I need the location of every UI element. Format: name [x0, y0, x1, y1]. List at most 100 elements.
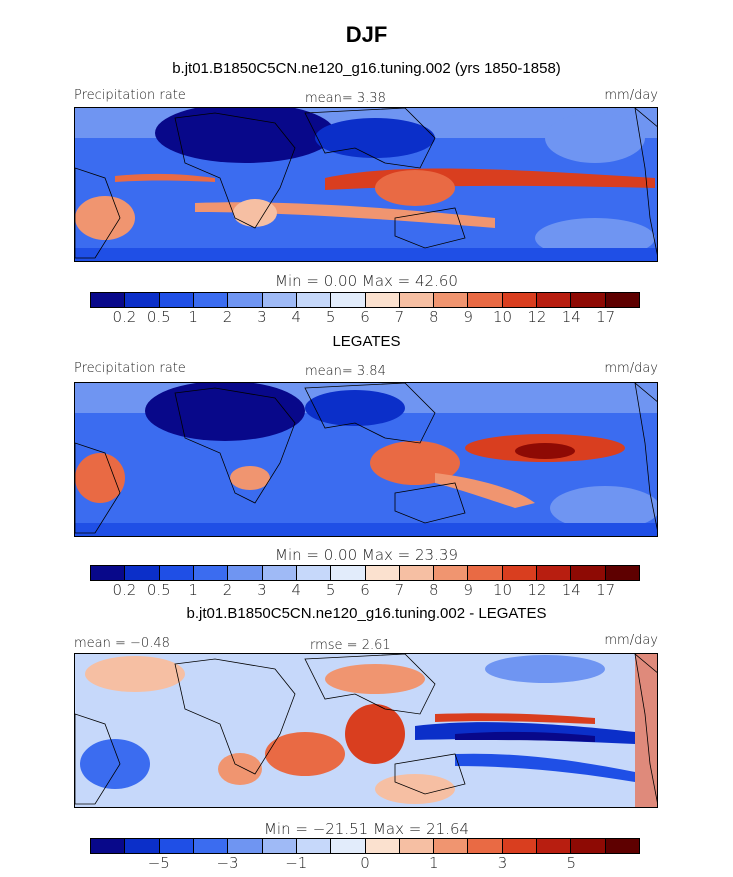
panel2-colorbar-tick-label: 0.5	[146, 581, 171, 599]
panel1-south-band	[75, 248, 657, 261]
panel1-colorbar-tick-label: 0.2	[112, 308, 137, 326]
panel1-colorbar-swatch	[365, 293, 400, 307]
panel1-colorbar-swatch	[399, 293, 435, 307]
panel2-spcz	[435, 473, 535, 508]
panel3-minmax: Min = −21.51 Max = 21.64	[263, 820, 470, 838]
panel1-colorbar-swatch	[193, 293, 229, 307]
panel3-anom-africa-s	[218, 753, 262, 785]
panel2-variable: Precipitation rate	[74, 361, 186, 376]
panel3-anom-maritime	[345, 704, 405, 764]
panel1-colorbar-tick-label: 6	[360, 308, 370, 326]
panel1-colorbar-swatch	[468, 293, 503, 307]
panel2-colorbar-swatch	[296, 566, 332, 580]
panel3-anom-east-edge	[635, 654, 657, 807]
panel1-asia-dry	[315, 118, 435, 158]
panel2-colorbar-swatch	[262, 566, 297, 580]
panel1-colorbar-tick-label: 7	[394, 308, 405, 326]
panel2-colorbar-tick-label: 10	[492, 581, 513, 599]
panel1-colorbar-swatch	[537, 293, 572, 307]
panel3-colorbar-swatch	[296, 839, 332, 853]
panel3-colorbar-labels: −5 −3 −1 0 1 3 5	[0, 854, 733, 874]
panel3-mean: mean = −0.48	[74, 636, 170, 651]
panel2-colorbar-swatch	[193, 566, 229, 580]
panel1-title: b.jt01.B1850C5CN.ne120_g16.tuning.002 (y…	[172, 60, 561, 77]
panel3-anom-asia	[325, 664, 425, 694]
panel3-map-svg	[75, 654, 657, 807]
panel2-colorbar-swatch	[502, 566, 538, 580]
panel1-maritime	[375, 170, 455, 206]
panel1-coast-africa	[174, 112, 296, 229]
panel3-colorbar-swatch	[537, 839, 572, 853]
panel1-map	[74, 107, 658, 262]
panel3-title: b.jt01.B1850C5CN.ne120_g16.tuning.002 - …	[186, 605, 547, 622]
panel1-colorbar-tick-label: 14	[561, 308, 581, 326]
panel1-npacific	[545, 113, 645, 163]
panel3-colorbar-tick-label: 3	[497, 854, 508, 872]
panel1-mean: mean= 3.38	[305, 91, 386, 106]
panel2-mean: mean= 3.84	[305, 364, 386, 379]
panel2-map-svg	[75, 383, 657, 536]
panel2-colorbar-tick-label: 9	[463, 581, 473, 599]
figure-title: DJF	[345, 22, 388, 47]
panel1-colorbar-swatch	[262, 293, 297, 307]
panel2-south-band	[75, 523, 657, 536]
panel3-colorbar-tick-label: −1	[285, 854, 308, 872]
panel1-colorbar-tick-label: 2	[222, 308, 233, 326]
panel2-itcz-core	[515, 443, 575, 459]
panel3-colorbar-swatch	[193, 839, 229, 853]
panel2-title: LEGATES	[332, 333, 401, 350]
panel2-colorbar-swatch	[331, 566, 366, 580]
panel1-colorbar-tick-label: 5	[325, 308, 336, 326]
panel2-colorbar-swatch	[399, 566, 435, 580]
panel3-colorbar-swatch	[502, 839, 538, 853]
panel2-colorbar-tick-label: 1	[188, 581, 198, 599]
panel3-colorbar-swatch	[399, 839, 435, 853]
panel2-colorbar-tick-label: 2	[222, 581, 233, 599]
panel1-colorbar-swatch	[125, 293, 160, 307]
panel3-colorbar-swatch	[605, 839, 639, 853]
panel3-anom-npacific	[485, 655, 605, 683]
panel3-anom-spcz	[455, 753, 635, 782]
panel1-colorbar-swatch	[331, 293, 366, 307]
panel1-colorbar-tick-label: 12	[527, 308, 547, 326]
panel3-colorbar-swatch	[125, 839, 160, 853]
panel1-colorbar-swatch	[434, 293, 469, 307]
panel2-coast-australia	[394, 482, 466, 524]
panel3-colorbar-tick-label: −3	[216, 854, 239, 872]
panel1-colorbar-swatch	[502, 293, 538, 307]
panel3-anom-indian	[265, 732, 345, 776]
panel3-colorbar-tick-label: 5	[566, 854, 577, 872]
panel2-coast-samerica	[75, 442, 121, 534]
panel1-units: mm/day	[604, 88, 658, 103]
panel1-colorbar-swatch	[159, 293, 194, 307]
panel1-colorbar-swatch	[571, 293, 606, 307]
panel1-colorbar-tick-label: 8	[428, 308, 439, 326]
panel3-coast-australia	[394, 753, 466, 795]
panel1-map-svg	[75, 108, 657, 261]
panel1-colorbar-swatch	[296, 293, 332, 307]
panel1-colorbar-tick-label: 4	[291, 308, 302, 326]
panel1-amazon	[75, 196, 135, 240]
panel3-colorbar-swatch	[262, 839, 297, 853]
panel2-colorbar-tick-label: 0.2	[112, 581, 137, 599]
panel2-colorbar-tick-label: 4	[291, 581, 302, 599]
panel2-colorbar	[90, 565, 640, 581]
panel3-units: mm/day	[604, 633, 658, 648]
panel2-coast-americas	[634, 383, 657, 531]
panel2-map	[74, 382, 658, 537]
panel2-amazon	[75, 453, 125, 503]
panel3-colorbar-swatch	[571, 839, 606, 853]
panel1-atl-itcz	[115, 173, 215, 182]
panel3-colorbar-swatch	[91, 839, 126, 853]
panel2-colorbar-tick-label: 6	[360, 581, 370, 599]
panel1-colorbar-swatch	[228, 293, 263, 307]
panel3-colorbar-swatch	[365, 839, 400, 853]
panel2-colorbar-swatch	[91, 566, 126, 580]
panel3-coast-asia	[304, 654, 436, 715]
panel2-colorbar-swatch	[571, 566, 606, 580]
panel2-colorbar-swatch	[159, 566, 194, 580]
panel2-coast-africa	[174, 387, 296, 504]
panel2-colorbar-tick-label: 5	[325, 581, 336, 599]
panel3-coast-samerica	[75, 713, 121, 805]
panel1-variable: Precipitation rate	[74, 88, 186, 103]
